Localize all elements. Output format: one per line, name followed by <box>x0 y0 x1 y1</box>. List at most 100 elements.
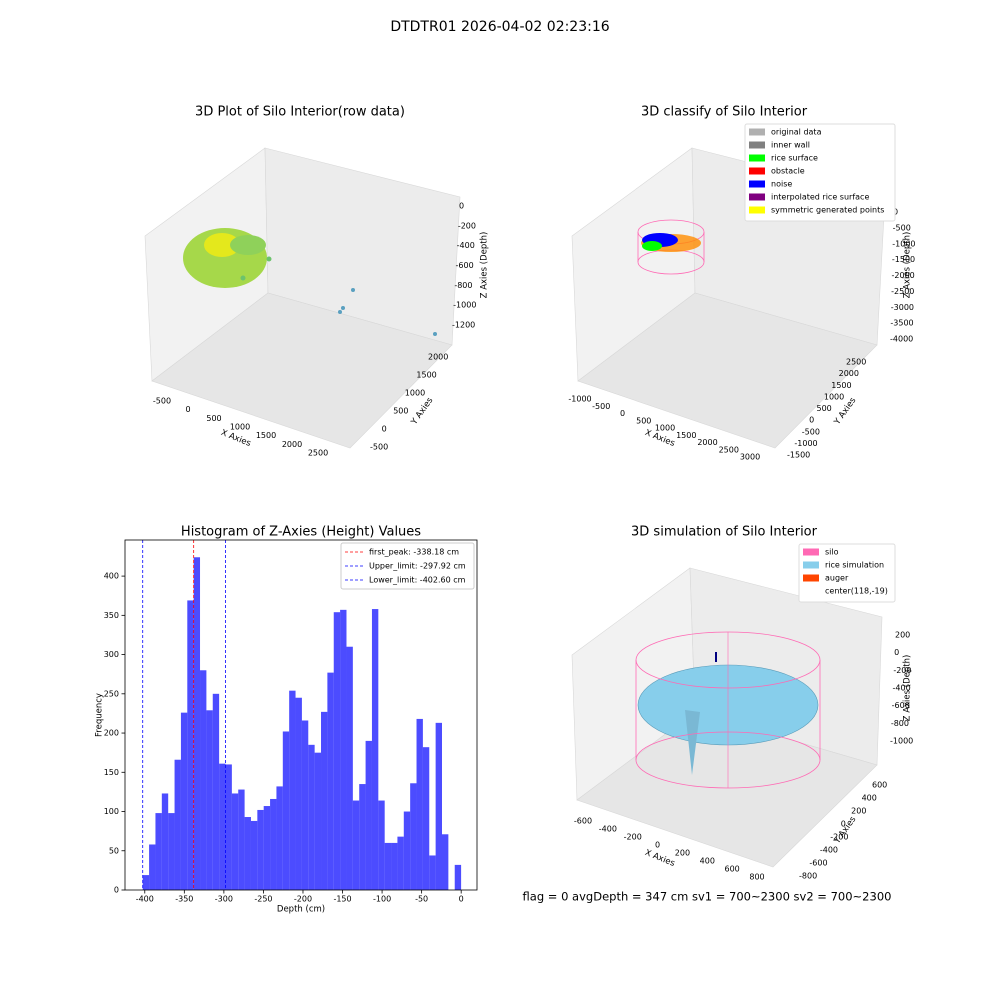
x-tick-label: 0 <box>655 841 660 850</box>
pane <box>151 292 453 449</box>
x-tick-label: 800 <box>749 873 764 882</box>
pane <box>576 711 878 868</box>
bar <box>384 842 392 890</box>
legend-swatch <box>803 548 819 556</box>
pane <box>577 292 878 449</box>
bar <box>231 793 239 890</box>
bar <box>180 712 188 890</box>
x-tick-label: -500 <box>592 402 610 411</box>
point <box>351 288 355 292</box>
y-tick-label: -500 <box>802 427 820 436</box>
x-tick-label: 2000 <box>282 440 302 449</box>
bar <box>187 600 194 890</box>
legend-swatch <box>749 141 765 149</box>
x-tick-label: 0 <box>620 409 625 418</box>
y-tick-label: 1500 <box>416 371 436 380</box>
x-tick-label: 1000 <box>230 423 250 432</box>
y-tick-label: 1000 <box>405 389 425 398</box>
bar <box>149 844 156 890</box>
point <box>338 310 342 314</box>
axes-title: 3D classify of Silo Interior <box>641 105 808 120</box>
bar <box>238 789 245 890</box>
y-tick-label: -400 <box>820 846 838 855</box>
legend-label: interpolated rice surface <box>771 193 869 202</box>
bar <box>378 800 385 890</box>
z-tick-label: -1000 <box>453 301 476 310</box>
y-axis-label: Frequency <box>95 693 105 737</box>
z-tick-label: 0 <box>459 202 464 211</box>
x-tick-label: 3000 <box>740 453 760 462</box>
y-tick-label: 0 <box>114 886 119 895</box>
x-tick-label: -400 <box>136 895 154 904</box>
x-tick-label: 2000 <box>697 438 717 447</box>
bar <box>270 798 277 890</box>
z-axis-label: Z Axies (Depth) <box>903 655 913 722</box>
bar <box>410 783 417 890</box>
y-tick-label: 200 <box>851 807 866 816</box>
y-tick-label: 350 <box>104 611 119 620</box>
x-tick-label: 1500 <box>256 431 276 440</box>
y-tick-label: 400 <box>862 794 877 803</box>
y-tick-label: 1500 <box>831 381 851 390</box>
point-cloud <box>230 235 266 255</box>
z-tick-label: -3500 <box>890 319 913 328</box>
x-tick-label: 2500 <box>308 449 328 458</box>
y-tick-label: 100 <box>104 807 119 816</box>
y-tick-label: 400 <box>104 572 119 581</box>
legend-label: Upper_limit: -297.92 cm <box>369 562 466 571</box>
bar <box>200 670 207 890</box>
bar <box>416 718 423 890</box>
x-tick-label: -500 <box>153 397 171 406</box>
x-tick-label: 500 <box>636 416 651 425</box>
legend-swatch <box>803 561 819 569</box>
legend-swatch <box>749 206 765 214</box>
x-tick-label: 500 <box>206 414 221 423</box>
z-tick-label: -200 <box>893 666 911 675</box>
bar <box>340 609 347 890</box>
bar <box>161 793 169 890</box>
y-tick-label: 2000 <box>839 369 859 378</box>
y-tick-label: 200 <box>104 729 119 738</box>
axes-title: 3D simulation of Silo Interior <box>631 525 818 540</box>
z-tick-label: -600 <box>892 701 910 710</box>
y-tick-label: 600 <box>872 781 887 790</box>
legend-label: Lower_limit: -402.60 cm <box>369 576 466 585</box>
legend-label: noise <box>771 180 792 189</box>
bar <box>429 855 436 890</box>
y-tick-label: 500 <box>817 404 832 413</box>
z-tick-label: -200 <box>458 221 476 230</box>
bar <box>359 784 366 890</box>
legend-box <box>340 542 475 590</box>
bar <box>174 759 181 890</box>
y-tick-label: 250 <box>104 689 119 698</box>
z-tick-label: -4000 <box>890 335 913 344</box>
bar <box>289 690 296 890</box>
x-tick-label: 400 <box>700 857 715 866</box>
legend-label: center(118,-19) <box>825 587 888 596</box>
x-tick-label: -50 <box>415 895 428 904</box>
bar <box>168 813 175 890</box>
point <box>341 306 345 310</box>
x-tick-label: -100 <box>373 895 391 904</box>
bar <box>295 697 302 890</box>
point <box>240 275 246 281</box>
legend-swatch <box>749 193 765 201</box>
x-tick-label: -250 <box>254 895 272 904</box>
x-tick-label: -200 <box>294 895 312 904</box>
z-tick-label: -2500 <box>891 287 914 296</box>
bar <box>371 609 379 890</box>
z-tick-label: -500 <box>893 223 911 232</box>
legend-swatch <box>749 154 765 162</box>
z-tick-label: -1000 <box>892 239 915 248</box>
bar <box>365 740 372 890</box>
y-tick-label: -1000 <box>794 439 817 448</box>
x-tick-label: -1000 <box>568 395 591 404</box>
legend-label: obstacle <box>771 167 805 176</box>
x-tick-label: 2500 <box>719 445 739 454</box>
x-axis-label: Depth (cm) <box>277 905 325 915</box>
legend-box <box>744 123 896 222</box>
bar <box>391 842 398 890</box>
legend-label: rice surface <box>771 154 818 163</box>
decor <box>183 219 821 789</box>
